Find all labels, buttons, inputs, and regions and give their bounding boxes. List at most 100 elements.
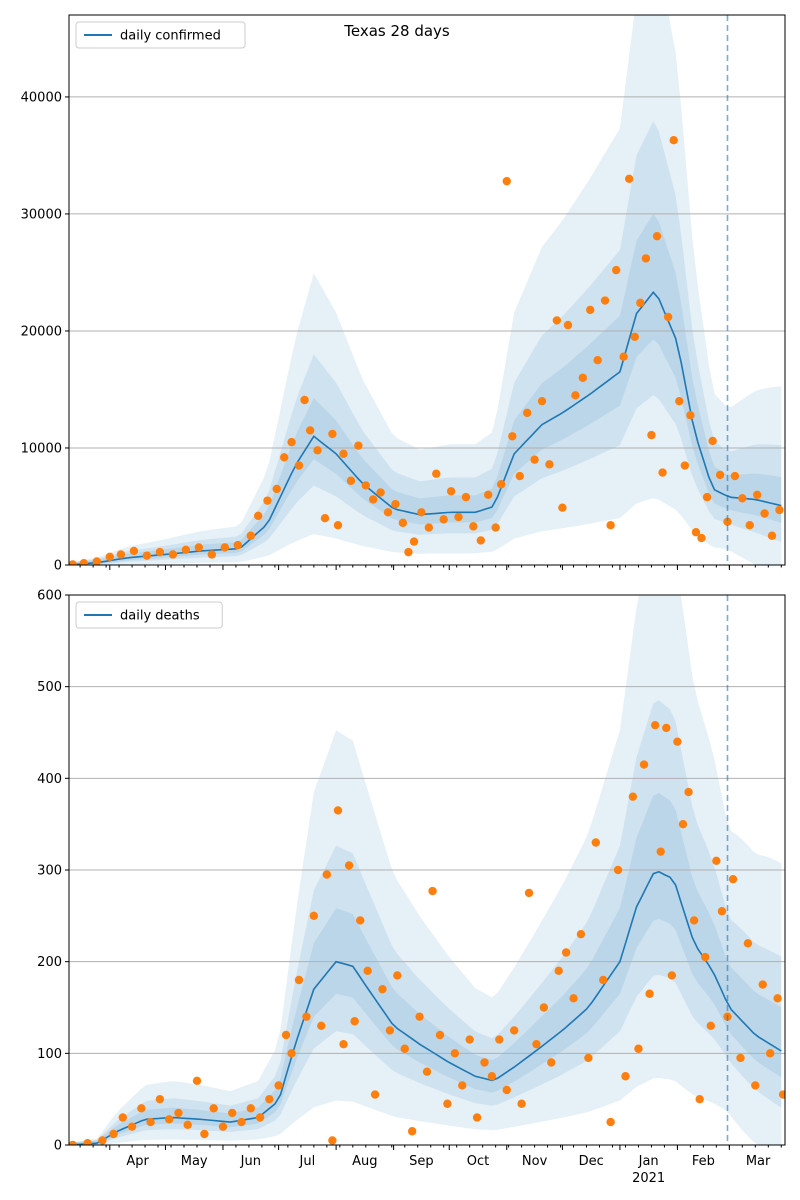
deaths-point-54 [502, 1085, 511, 1095]
deaths-point-51 [480, 1058, 489, 1067]
deaths-point-24 [294, 975, 304, 985]
confirmed-point-65 [606, 521, 615, 530]
deaths-point-43 [422, 1067, 432, 1076]
confirmed-point-24 [320, 513, 330, 523]
confirmed-point-59 [563, 320, 573, 330]
confirmed-point-40 [432, 469, 441, 478]
confirmed-point-31 [369, 495, 378, 504]
deaths-month-labels: Apr May Jun Jul Aug Sep Oct Nov Dec Jan Feb Mar [126, 1154, 771, 1169]
deaths-legend-label: daily deaths [120, 609, 200, 624]
deaths-point-41 [407, 1127, 417, 1136]
confirmed-point-37 [409, 537, 419, 546]
deaths-point-87 [717, 907, 727, 916]
confirmed-point-25 [328, 429, 337, 439]
deaths-point-83 [695, 1094, 704, 1104]
confirmed-point-84 [715, 470, 725, 480]
confirmed-point-91 [767, 531, 777, 540]
deaths-point-95 [773, 994, 782, 1003]
confirmed-point-36 [404, 547, 413, 557]
confirmed-point-68 [624, 174, 634, 184]
month-label-8: Dec [579, 1154, 604, 1169]
month-label-9: Jan [638, 1154, 659, 1169]
deaths-point-17 [237, 1117, 246, 1127]
deaths-point-34 [356, 916, 365, 925]
deaths-point-12 [192, 1076, 202, 1086]
deaths-point-62 [561, 948, 571, 957]
confirmed-point-42 [446, 487, 456, 496]
deaths-point-58 [532, 1039, 541, 1049]
month-label-11: Mar [746, 1154, 771, 1169]
confirmed-point-4 [116, 550, 126, 559]
deaths-point-29 [328, 1136, 337, 1145]
confirmed-point-74 [658, 468, 667, 477]
deaths-ytick-label-1: 100 [37, 1047, 62, 1062]
deaths-point-39 [393, 971, 402, 980]
deaths-point-90 [736, 1053, 745, 1063]
confirmed-points [69, 136, 784, 565]
deaths-point-18 [246, 1104, 255, 1113]
confirmed-point-5 [129, 546, 139, 556]
deaths-point-78 [667, 971, 677, 980]
confirmed-point-71 [641, 254, 651, 263]
confirmed-band-1 [69, 15, 782, 565]
deaths-point-52 [487, 1072, 497, 1081]
month-label-0: Apr [126, 1154, 149, 1169]
confirmed-point-22 [305, 426, 315, 435]
deaths-legend: daily deaths [75, 601, 223, 629]
deaths-point-37 [378, 984, 387, 994]
confirmed-point-55 [537, 396, 547, 406]
deaths-y-axis: 0 100 200 300 400 500 600 [37, 589, 69, 1154]
deaths-point-89 [728, 874, 738, 884]
confirmed-point-35 [398, 518, 408, 528]
confirmed-point-72 [647, 430, 656, 440]
deaths-point-42 [415, 1012, 424, 1021]
deaths-point-84 [701, 952, 710, 962]
confirmed-point-63 [593, 356, 602, 365]
confirmed-point-43 [454, 512, 463, 522]
confirmed-point-44 [461, 492, 471, 502]
confirmed-panel: 0 10000 20000 30000 40000 daily confirmed [21, 14, 786, 574]
deaths-point-3 [109, 1129, 118, 1139]
deaths-point-72 [634, 1044, 643, 1053]
confirmed-point-49 [496, 480, 506, 489]
confirmed-point-10 [194, 543, 204, 552]
deaths-point-64 [576, 929, 586, 939]
confirmed-legend-box [75, 21, 246, 49]
deaths-point-15 [218, 1122, 228, 1131]
confirmed-x-ticks [79, 565, 782, 570]
confirmed-point-52 [515, 471, 524, 481]
deaths-point-20 [265, 1094, 274, 1104]
confirmed-uncertainty-bands [69, 15, 782, 565]
confirmed-point-3 [105, 552, 115, 562]
deaths-point-4 [118, 1113, 127, 1122]
deaths-point-91 [743, 939, 753, 948]
confirmed-point-47 [484, 490, 493, 499]
deaths-point-40 [400, 1044, 409, 1053]
deaths-point-73 [639, 760, 649, 769]
confirmed-point-79 [686, 411, 695, 420]
deaths-ytick-label-5: 500 [37, 680, 62, 695]
deaths-point-14 [209, 1104, 218, 1113]
deaths-point-5 [127, 1122, 137, 1131]
confirmed-point-80 [691, 528, 701, 537]
month-label-10: Feb [692, 1154, 715, 1169]
deaths-point-82 [689, 916, 699, 925]
confirmed-point-81 [697, 533, 706, 543]
confirmed-point-73 [652, 231, 662, 241]
confirmed-point-60 [571, 391, 580, 400]
confirmed-point-2 [92, 557, 102, 565]
confirmed-point-77 [675, 396, 684, 406]
deaths-ytick-label-6: 600 [37, 589, 62, 604]
confirmed-point-7 [155, 547, 165, 557]
confirmed-point-32 [376, 488, 385, 497]
deaths-point-65 [584, 1053, 593, 1063]
deaths-point-27 [317, 1021, 326, 1031]
confirmed-point-30 [361, 481, 370, 490]
confirmed-point-57 [552, 316, 562, 325]
deaths-point-19 [255, 1113, 265, 1122]
figure-title: Texas 28 days [343, 22, 450, 40]
deaths-point-69 [613, 865, 623, 875]
confirmed-point-85 [723, 517, 732, 526]
